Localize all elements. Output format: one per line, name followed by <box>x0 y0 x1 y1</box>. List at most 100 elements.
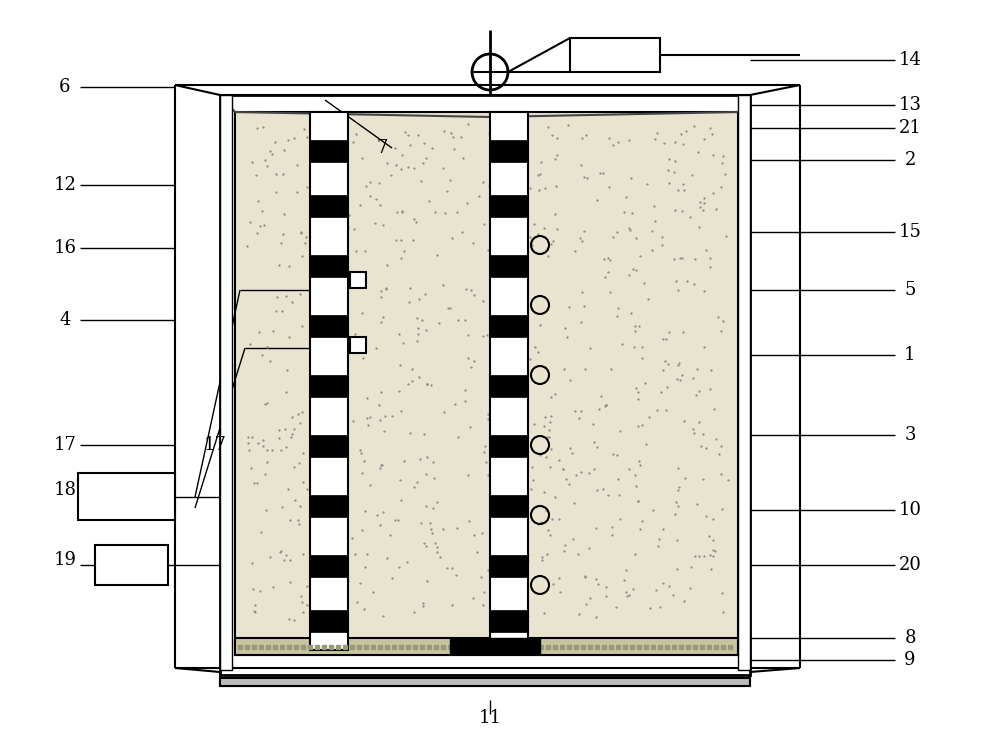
Point <box>519 343 535 355</box>
Point <box>480 408 496 420</box>
Point <box>678 125 694 137</box>
Point <box>675 326 691 338</box>
Point <box>395 337 411 349</box>
Point <box>319 613 335 625</box>
Point <box>287 494 303 506</box>
Point <box>541 431 557 443</box>
Point <box>327 550 343 562</box>
Text: 15: 15 <box>899 223 921 241</box>
Point <box>679 275 695 286</box>
Point <box>280 483 296 495</box>
Point <box>605 139 621 151</box>
Point <box>579 173 595 185</box>
Point <box>292 500 308 512</box>
Point <box>349 596 365 608</box>
Point <box>490 317 506 329</box>
Point <box>418 152 434 164</box>
Point <box>600 252 616 264</box>
Point <box>480 564 496 576</box>
Point <box>532 168 548 180</box>
Point <box>500 390 516 402</box>
Point <box>326 374 342 386</box>
Point <box>425 456 441 468</box>
Point <box>654 231 670 243</box>
Point <box>533 156 549 168</box>
Point <box>379 551 395 563</box>
Point <box>362 176 378 187</box>
Point <box>490 251 506 263</box>
Point <box>686 278 702 289</box>
Point <box>294 320 310 332</box>
Point <box>305 498 321 510</box>
Point <box>453 131 469 143</box>
Point <box>547 153 563 164</box>
Point <box>476 586 492 598</box>
Point <box>286 461 302 472</box>
Point <box>557 539 573 551</box>
Point <box>268 305 284 317</box>
Point <box>320 387 336 399</box>
Point <box>577 571 593 583</box>
Point <box>416 428 432 440</box>
Point <box>720 474 736 486</box>
Point <box>339 451 355 463</box>
Point <box>416 137 432 149</box>
Point <box>538 504 554 516</box>
Point <box>667 135 683 147</box>
Point <box>359 412 375 424</box>
Point <box>442 302 458 314</box>
Point <box>628 232 644 244</box>
Point <box>686 120 702 132</box>
Point <box>516 586 532 598</box>
Point <box>714 503 730 515</box>
Point <box>239 240 255 252</box>
Point <box>289 185 305 197</box>
Point <box>537 182 553 194</box>
Point <box>281 260 297 272</box>
Point <box>567 405 583 417</box>
Point <box>574 286 590 298</box>
Point <box>250 437 266 449</box>
Point <box>562 442 578 454</box>
Point <box>646 199 662 211</box>
Point <box>471 190 487 202</box>
Point <box>561 478 577 490</box>
Point <box>479 329 495 341</box>
Point <box>688 389 704 401</box>
Point <box>255 121 271 133</box>
Point <box>416 536 432 548</box>
Point <box>713 324 729 336</box>
Point <box>668 275 684 287</box>
Point <box>574 235 590 247</box>
Point <box>578 129 594 141</box>
Point <box>489 262 505 274</box>
Point <box>345 135 361 147</box>
Point <box>292 417 308 429</box>
Point <box>485 600 501 612</box>
Point <box>388 234 404 246</box>
Point <box>618 586 634 598</box>
Point <box>323 273 339 285</box>
Point <box>422 517 438 529</box>
Point <box>494 599 510 611</box>
Point <box>277 423 293 435</box>
Point <box>539 432 555 443</box>
Point <box>568 469 584 481</box>
Point <box>368 193 384 205</box>
Point <box>315 318 331 330</box>
Point <box>600 266 616 278</box>
Point <box>348 246 364 257</box>
Point <box>475 295 491 307</box>
Point <box>417 288 433 300</box>
Point <box>666 253 682 265</box>
Point <box>702 261 718 273</box>
Point <box>660 359 676 371</box>
Point <box>429 249 445 261</box>
Bar <box>78 473 175 520</box>
Point <box>259 160 275 172</box>
Point <box>259 397 275 409</box>
Point <box>326 413 342 425</box>
Point <box>695 428 711 440</box>
Point <box>622 224 638 236</box>
Point <box>477 440 493 452</box>
